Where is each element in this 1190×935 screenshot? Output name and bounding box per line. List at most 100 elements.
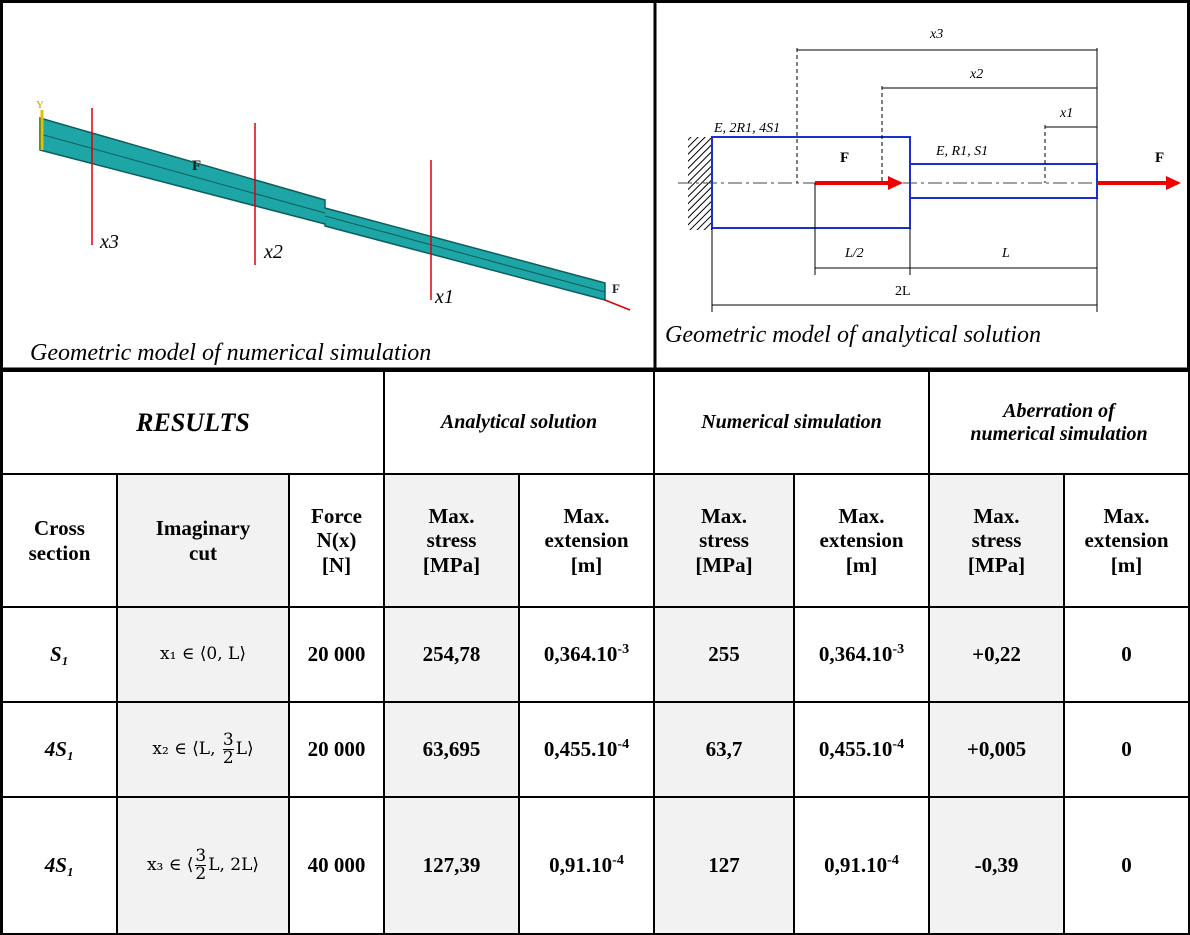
exponent: -4 [887,853,899,868]
text: x₂ ∈ ⟨L, [152,739,221,759]
formula: x₁ ∈ ⟨0, L⟩ [160,645,246,665]
line: [MPa] [695,553,752,577]
caption: Geometric model of analytical solution [665,322,1041,348]
table-cell: 0 [1065,703,1190,798]
text: 63,7 [706,737,743,761]
column-header: Max.extension[m] [795,475,930,608]
table-cell: 255 [655,608,795,703]
line: stress [427,528,477,552]
exponent: -4 [617,737,629,752]
table-cell: 63,7 [655,703,795,798]
value: 0,455.10-4 [819,737,904,761]
text: RESULTS [136,408,250,438]
force-label: F [840,150,849,166]
cut-label: x2 [263,241,283,263]
value: 0,364.10-3 [819,642,904,666]
header-cell: Analytical solution [385,372,655,475]
text: L⟩ [236,739,254,759]
line: [MPa] [423,553,480,577]
table-cell: 0,364.10-3 [795,608,930,703]
text: 4S₁ [45,853,75,877]
dimension-label: x3 [929,27,943,42]
value: 0,455.10-4 [544,737,629,761]
length-label: L [1001,246,1010,261]
text: 0,364.10 [819,642,893,666]
force-label: F [192,158,201,174]
line: [m] [571,553,602,577]
fraction: 32 [195,848,206,883]
exponent: -4 [892,737,904,752]
cut-label: x3 [99,231,119,253]
text: -0,39 [975,853,1019,877]
line: stress [699,528,749,552]
line: Cross [34,516,85,540]
table-cell: 0,91.10-4 [795,798,930,935]
table-cell: 4S₁ [0,798,118,935]
text: 0 [1121,853,1132,877]
table-cell: 0,455.10-4 [795,703,930,798]
caption: Geometric model of numerical simulation [30,340,431,366]
header-cell: RESULTS [0,372,385,475]
line: [m] [846,553,877,577]
line: stress [972,528,1022,552]
text: 0,455.10 [544,737,618,761]
text: 0,364.10 [544,642,618,666]
table-cell: 127,39 [385,798,520,935]
section-label: E, 2R1, 4S1 [713,121,780,136]
dimension-label: x1 [1059,106,1073,121]
text: L, 2L⟩ [208,855,259,875]
figures: Y x3 x2 x1 F F Geometric model of numeri… [0,0,1190,372]
column-header: Max.extension[m] [520,475,655,608]
text: 2 [223,750,234,767]
text: 63,695 [423,737,481,761]
text: 0 [1121,642,1132,666]
line: extension [820,528,904,552]
text: +0,005 [967,737,1026,761]
value: 0,91.10-4 [549,853,624,877]
text: +0,22 [972,642,1021,666]
line: Force [311,504,362,528]
table-cell: 0 [1065,798,1190,935]
exponent: -3 [892,642,904,657]
cut-label: x1 [434,286,454,308]
table-cell: -0,39 [930,798,1065,935]
header-cell: Numerical simulation [655,372,930,475]
column-header: Max.stress[MPa] [655,475,795,608]
text: 0,91.10 [824,853,887,877]
line: Max. [973,504,1019,528]
text: 127 [708,853,740,877]
line: section [29,541,91,565]
text: 20 000 [308,737,366,761]
page: Y x3 x2 x1 F F Geometric model of numeri… [0,0,1190,935]
line: [N] [322,553,351,577]
table-cell: 63,695 [385,703,520,798]
table-cell: 0 [1065,608,1190,703]
exponent: -3 [617,642,629,657]
table-cell: +0,005 [930,703,1065,798]
table-cell: 40 000 [290,798,385,935]
text: 4S₁ [45,737,75,761]
line: Max. [563,504,609,528]
text: S₁ [50,642,69,666]
section-label: E, R1, S1 [935,144,988,159]
length-label: 2L [895,284,911,299]
table-cell: x₁ ∈ ⟨0, L⟩ [118,608,290,703]
column-header: Crosssection [0,475,118,608]
text: Numerical simulation [701,411,882,434]
line: Imaginary [156,516,251,540]
table-cell: S₁ [0,608,118,703]
text: 2 [195,866,206,883]
text: 0,91.10 [549,853,612,877]
table-cell: 127 [655,798,795,935]
line: Max. [428,504,474,528]
line: cut [189,541,217,565]
value: 0,91.10-4 [824,853,899,877]
